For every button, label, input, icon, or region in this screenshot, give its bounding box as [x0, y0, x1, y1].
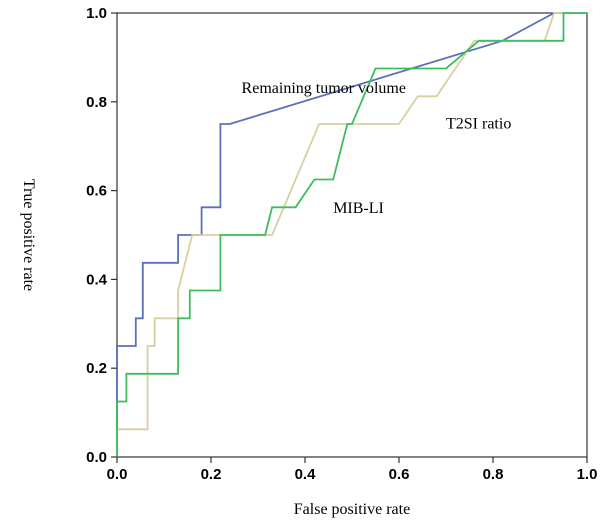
x-tick-label: 0.8: [483, 466, 504, 483]
x-tick-label: 0.6: [389, 466, 410, 483]
x-tick-label: 0.2: [201, 466, 222, 483]
y-tick-label: 1.0: [86, 5, 107, 22]
x-tick-label: 0.4: [295, 466, 317, 483]
series-label: T2SI ratio: [446, 115, 511, 132]
y-tick-label: 0.6: [86, 183, 107, 200]
y-tick-label: 0.0: [86, 449, 107, 466]
x-tick-label: 0.0: [107, 466, 128, 483]
x-axis-title: False positive rate: [294, 501, 410, 518]
series-label: MIB-LI: [333, 200, 384, 217]
y-tick-label: 0.4: [86, 271, 108, 288]
series-label: Remaining tumor volume: [242, 80, 406, 97]
y-tick-label: 0.8: [86, 94, 107, 111]
y-tick-label: 0.2: [86, 360, 107, 377]
y-axis-title: True positive rate: [20, 179, 37, 291]
x-tick-label: 1.0: [577, 466, 598, 483]
